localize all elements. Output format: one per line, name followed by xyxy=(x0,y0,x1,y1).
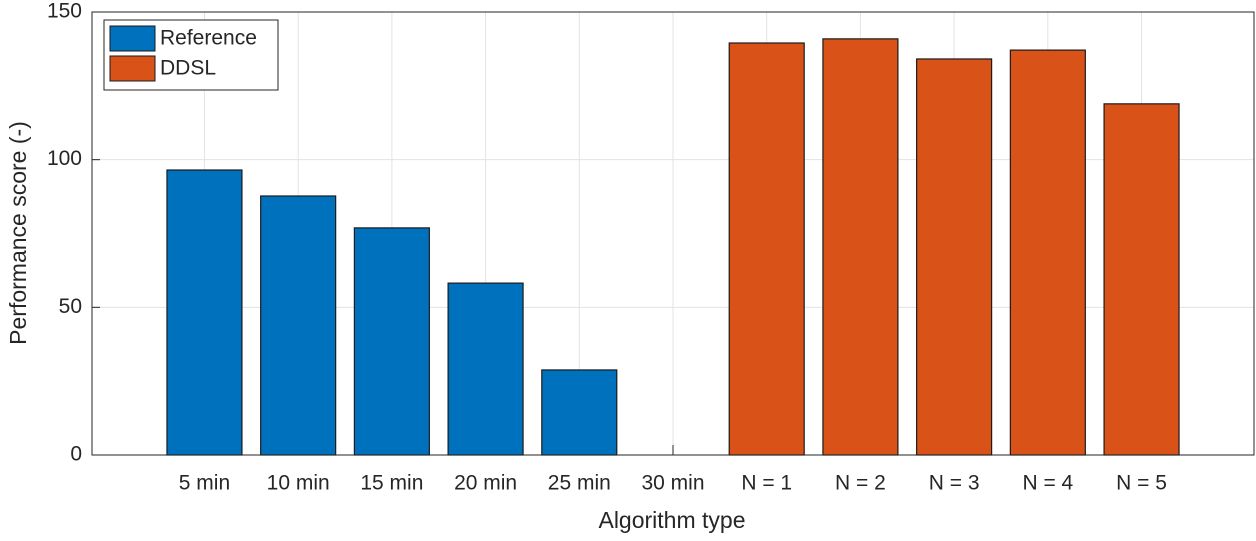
bar xyxy=(1103,103,1180,456)
bar xyxy=(1009,49,1086,456)
y-tick-label: 50 xyxy=(59,295,82,318)
y-tick-label: 0 xyxy=(70,443,82,466)
x-tick-label: N = 4 xyxy=(1022,472,1073,495)
x-tick-label: 5 min xyxy=(179,472,230,495)
plot-frame xyxy=(91,11,1255,456)
bar xyxy=(822,38,899,456)
legend-swatch xyxy=(109,25,156,52)
y-tick-label: 100 xyxy=(47,147,82,170)
bar xyxy=(541,369,618,456)
x-tick-label: N = 5 xyxy=(1116,472,1167,495)
x-tick-label: 25 min xyxy=(548,472,611,495)
x-tick-label: N = 2 xyxy=(835,472,886,495)
x-axis-label: Algorithm type xyxy=(598,507,745,533)
legend-swatch xyxy=(109,55,156,82)
y-axis-label: Performance score (-) xyxy=(5,121,31,345)
legend: Reference DDSL xyxy=(103,19,279,91)
bar xyxy=(447,282,524,456)
x-tick-label: 30 min xyxy=(641,472,704,495)
bar xyxy=(260,195,337,456)
legend-label: Reference xyxy=(160,27,257,50)
bar xyxy=(166,169,243,456)
x-tick-label: N = 1 xyxy=(741,472,792,495)
bar xyxy=(916,58,993,456)
bar xyxy=(353,227,430,456)
x-tick-label: 10 min xyxy=(267,472,330,495)
x-tick-label: 15 min xyxy=(360,472,423,495)
legend-label: DDSL xyxy=(160,57,216,80)
y-tick-label: 150 xyxy=(47,0,82,23)
x-tick-label: N = 3 xyxy=(929,472,980,495)
x-tick-label: 20 min xyxy=(454,472,517,495)
bar xyxy=(728,42,805,456)
